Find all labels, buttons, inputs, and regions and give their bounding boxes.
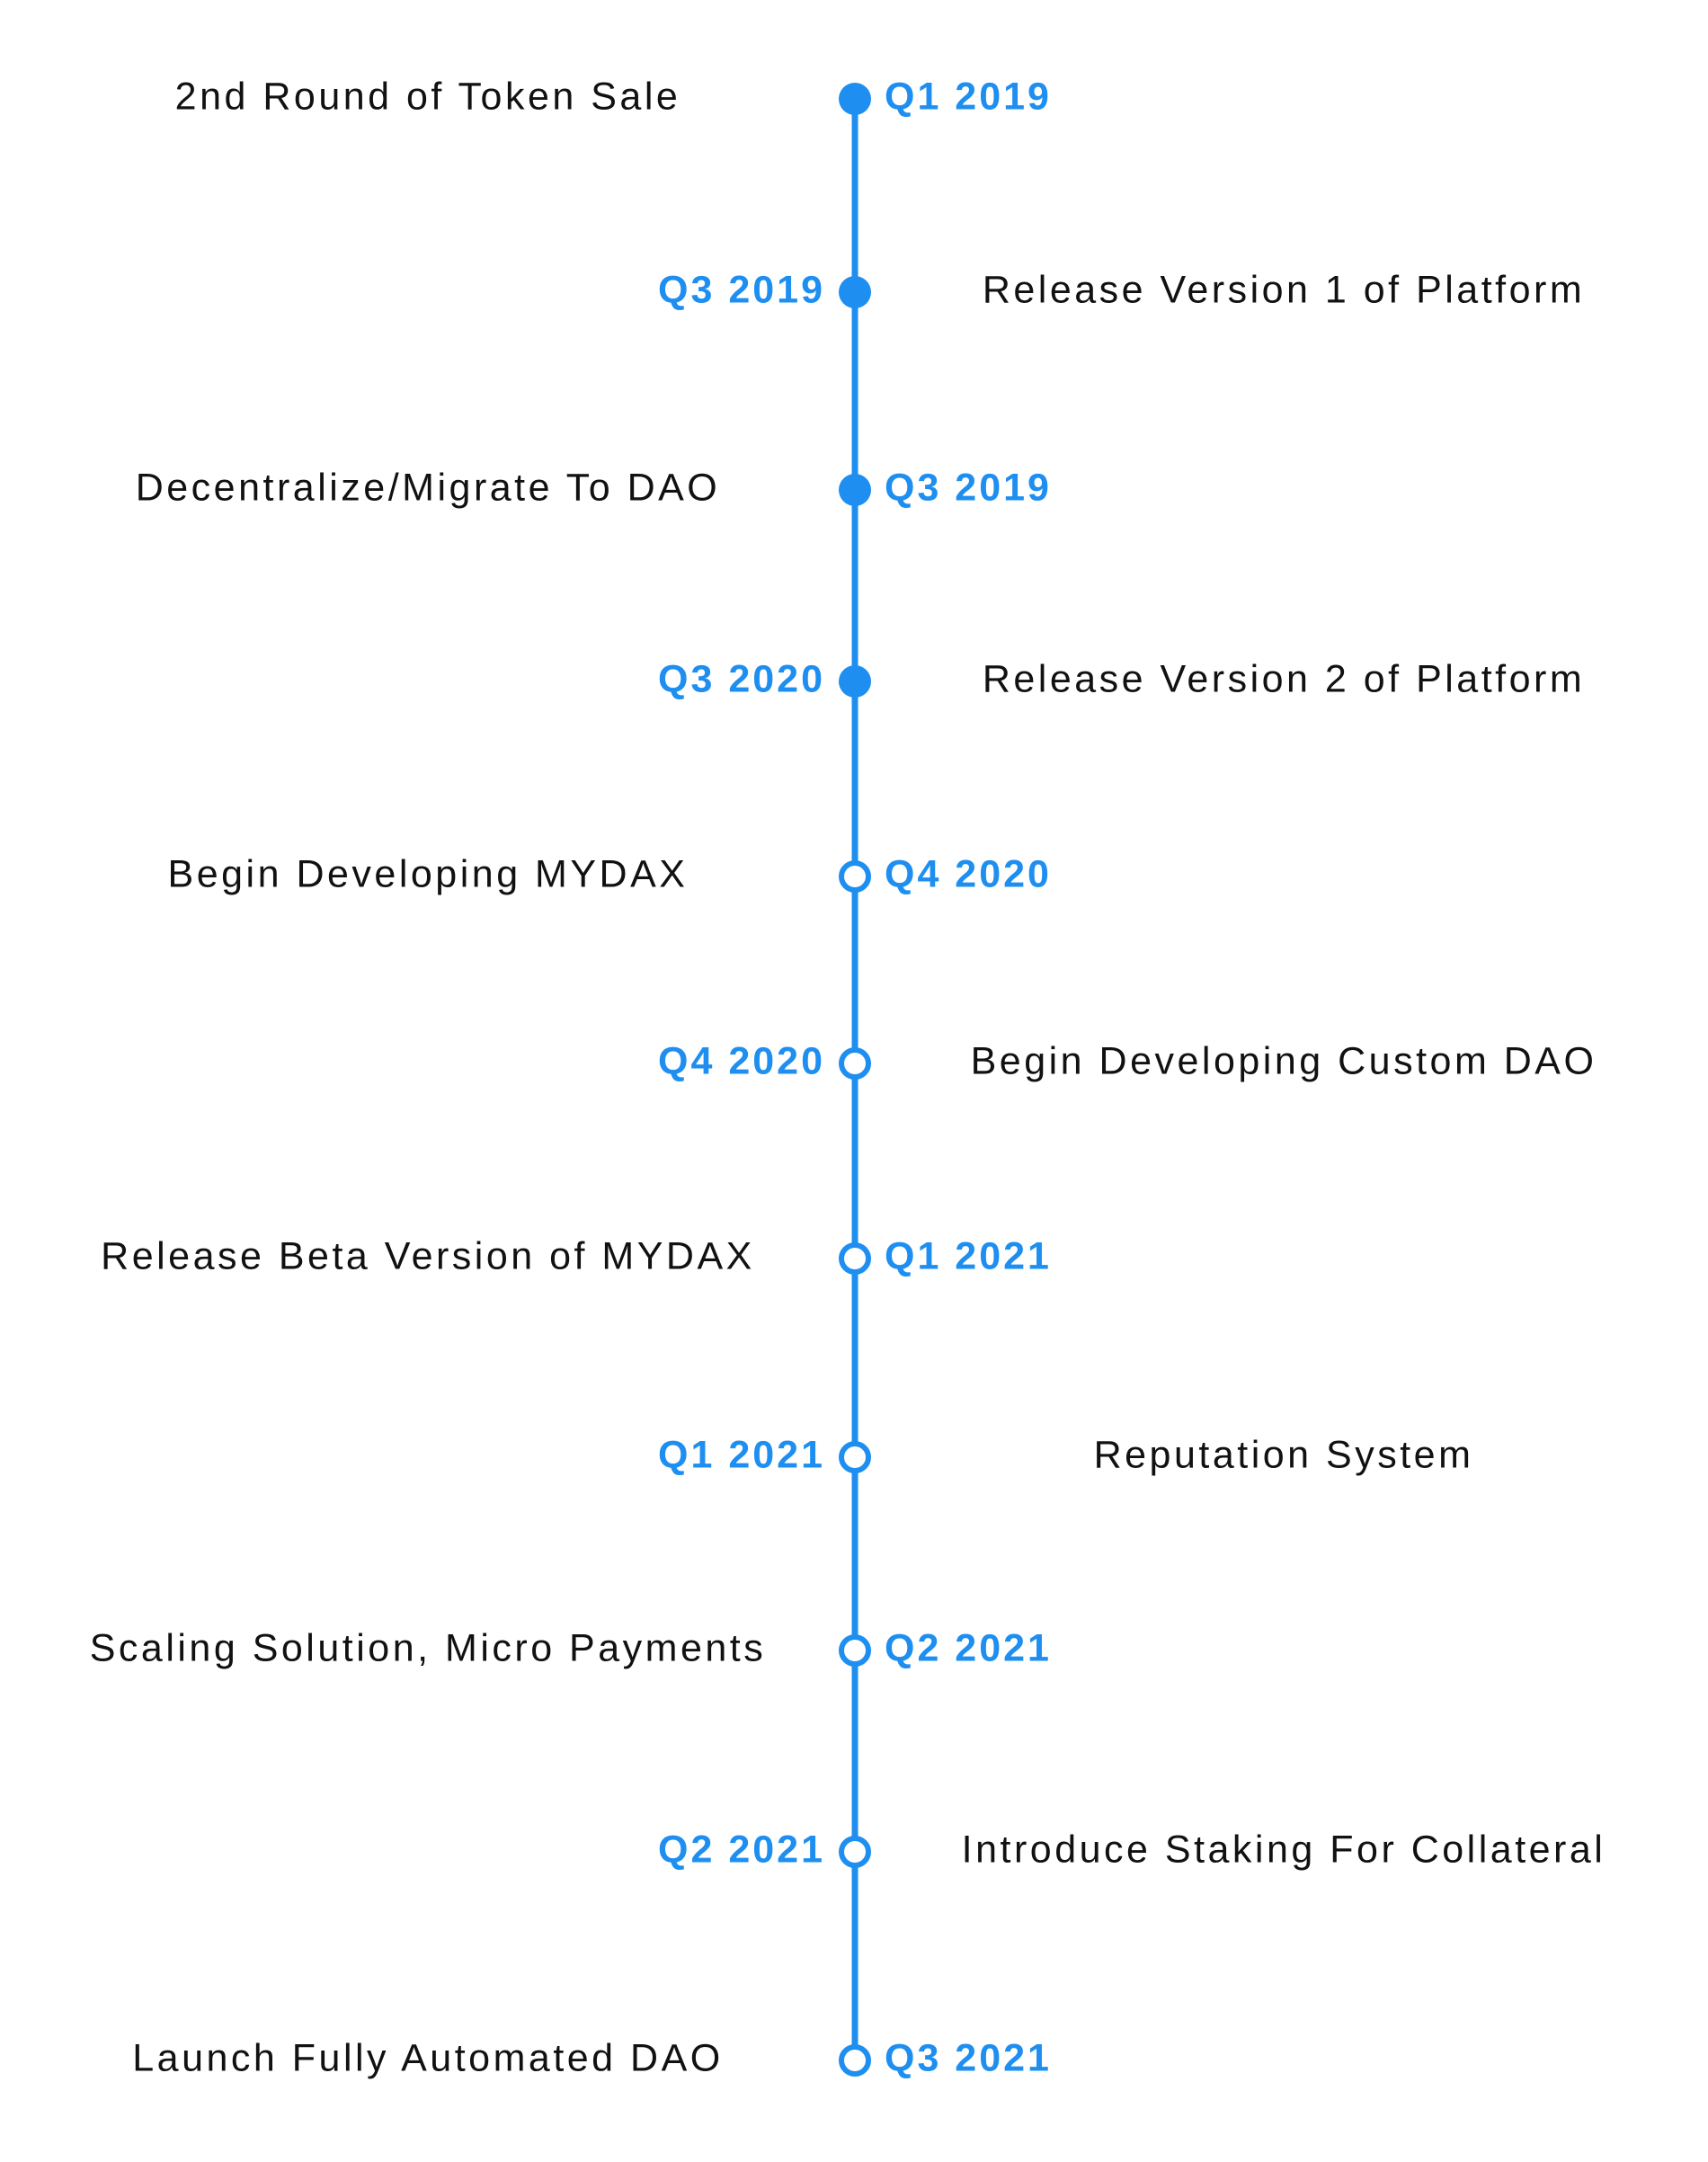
milestone-dot-filled [839,474,871,506]
milestone-label: Begin Developing Custom DAO [971,1039,1597,1082]
milestone-date: Q3 2020 [658,657,825,700]
milestone-date: Q2 2021 [885,1626,1052,1669]
milestone-label: Begin Developing MYDAX [168,852,689,895]
milestone-date: Q3 2019 [885,466,1052,509]
milestone-date: Q1 2019 [885,75,1052,118]
milestone-date: Q1 2021 [658,1433,825,1476]
milestone-dot-open [839,2044,871,2077]
milestone-date: Q3 2021 [885,2036,1052,2079]
milestone-label: Release Beta Version of MYDAX [101,1234,755,1277]
milestone-label: Introduce Staking For Collateral [962,1828,1606,1871]
milestone-dot-filled [839,83,871,115]
milestone-dot-filled [839,665,871,698]
milestone-dot-open [839,1836,871,1868]
milestone-dot-open [839,1441,871,1473]
milestone-dot-open [839,1242,871,1275]
milestone-label: Release Version 2 of Platform [983,657,1585,700]
milestone-date: Q4 2020 [658,1039,825,1082]
milestone-dot-filled [839,276,871,308]
milestone-dot-open [839,1047,871,1080]
milestone-label: Launch Fully Automated DAO [132,2036,723,2079]
milestone-dot-open [839,860,871,893]
milestone-label: Reputation System [1094,1433,1474,1476]
milestone-label: Release Version 1 of Platform [983,268,1585,311]
milestone-label: Scaling Solution, Micro Payments [90,1626,767,1669]
milestone-date: Q3 2019 [658,268,825,311]
milestone-dot-open [839,1634,871,1667]
milestone-date: Q1 2021 [885,1234,1052,1277]
milestone-date: Q4 2020 [885,852,1052,895]
milestone-label: 2nd Round of Token Sale [175,75,681,118]
milestone-date: Q2 2021 [658,1828,825,1871]
milestone-label: Decentralize/Migrate To DAO [136,466,721,509]
